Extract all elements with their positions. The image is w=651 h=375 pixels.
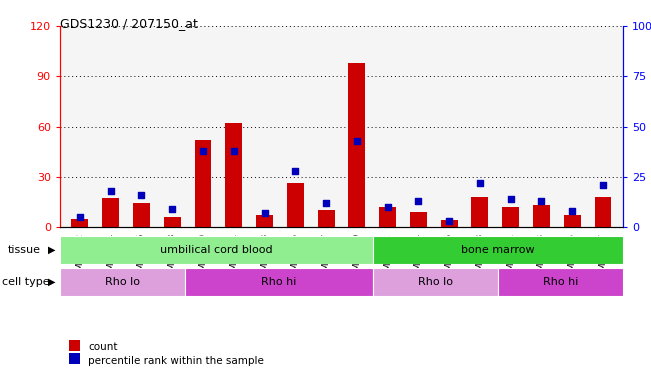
Bar [498, 268, 623, 296]
Bar [60, 236, 373, 264]
Bar [195, 140, 212, 227]
Text: bone marrow: bone marrow [461, 245, 534, 255]
Text: tissue: tissue [8, 245, 41, 255]
Point [167, 206, 178, 212]
Point [567, 208, 577, 214]
Point [536, 198, 547, 204]
Point [259, 210, 270, 216]
Bar [471, 197, 488, 227]
Bar [318, 210, 335, 227]
Bar [373, 236, 623, 264]
Point [105, 188, 116, 194]
Legend: count, percentile rank within the sample: count, percentile rank within the sample [65, 338, 268, 370]
Bar [225, 123, 242, 227]
Bar [256, 215, 273, 227]
Text: GDS1230 / 207150_at: GDS1230 / 207150_at [60, 17, 198, 30]
Text: Rho lo: Rho lo [105, 277, 140, 287]
Bar [287, 183, 304, 227]
Point [290, 168, 301, 174]
Bar [410, 212, 427, 227]
Bar [164, 217, 181, 227]
Point [198, 148, 208, 154]
Bar [102, 198, 119, 227]
Text: ▶: ▶ [48, 277, 56, 287]
Bar [502, 207, 519, 227]
Point [75, 214, 85, 220]
Bar [594, 197, 611, 227]
Bar [133, 204, 150, 227]
Bar [441, 220, 458, 227]
Point [382, 204, 393, 210]
Text: umbilical cord blood: umbilical cord blood [160, 245, 273, 255]
Bar [348, 63, 365, 227]
Bar [533, 205, 550, 227]
Bar [379, 207, 396, 227]
Bar [185, 268, 373, 296]
Point [475, 180, 485, 186]
Text: Rho hi: Rho hi [261, 277, 297, 287]
Bar [60, 268, 185, 296]
Bar [72, 219, 89, 227]
Point [505, 196, 516, 202]
Text: Rho hi: Rho hi [543, 277, 578, 287]
Bar [564, 215, 581, 227]
Point [352, 138, 362, 144]
Bar [373, 268, 498, 296]
Point [136, 192, 146, 198]
Text: ▶: ▶ [48, 245, 56, 255]
Text: Rho lo: Rho lo [418, 277, 453, 287]
Point [321, 200, 331, 206]
Point [229, 148, 239, 154]
Point [598, 182, 608, 188]
Text: cell type: cell type [2, 277, 49, 287]
Point [413, 198, 424, 204]
Point [444, 218, 454, 224]
